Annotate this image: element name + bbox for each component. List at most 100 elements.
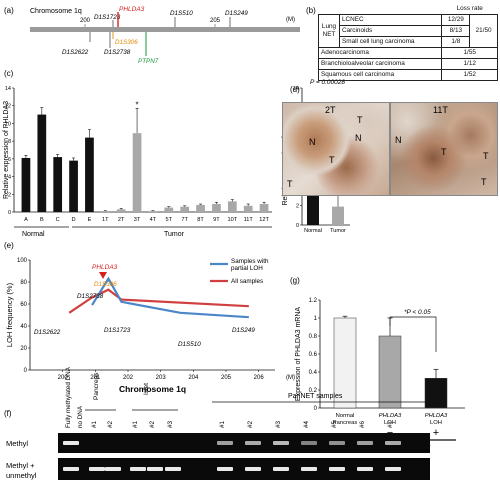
c-left-ytick: 6: [8, 157, 11, 163]
gel-lane-label: #4: [303, 420, 310, 428]
gel-group-pancreas: Pancreas: [93, 372, 100, 400]
c-left-xtick: 3T: [134, 217, 141, 223]
lung-net-group: Lung NET: [318, 14, 340, 48]
loss-rate-table: Loss rate Lung NET LCNEC 12/29 21/50 Carc…: [317, 4, 498, 81]
e-xtick: 205: [221, 375, 232, 381]
c-right-ytick: 14: [293, 86, 299, 92]
panel-label-f: (f): [4, 409, 12, 418]
g-ytick: 0.8: [309, 334, 318, 340]
c-left-xtick: B: [40, 217, 44, 223]
e-xtick: 204: [188, 375, 199, 381]
gel-band-total: [273, 467, 289, 471]
c-left-xtick: 12T: [259, 217, 269, 223]
e-legend-partial: Samples with: [231, 258, 269, 265]
c-left-xtick: A: [24, 217, 28, 223]
c-left-xtick: D: [72, 217, 76, 223]
marker-D1S1723: D1S1723: [94, 14, 121, 21]
c-left-xtick: 2T: [118, 217, 125, 223]
c-left-ytick: 12: [5, 104, 11, 110]
c-left-bar: [116, 209, 126, 212]
group-label-tumor: Tumor: [164, 231, 185, 238]
g-ytick: 0.2: [309, 388, 318, 394]
chart-phlda3-mrna: 0 0.2 0.4 0.6 0.8 1 1.2 Expression of PHLDA3 mR…: [295, 298, 465, 453]
e-annot-point: D1S510: [178, 341, 201, 348]
e-xtick: 201: [90, 375, 101, 381]
svg-text:LOH: LOH: [430, 420, 442, 426]
e-annot-marker: D1S306: [94, 281, 117, 288]
gel-band-methyl: [63, 441, 79, 445]
g-cat-pancreas: Pancreas: [333, 420, 358, 426]
gel-band-methyl: [329, 441, 345, 445]
row-adenocarcinoma: Adenocarcinoma: [317, 47, 443, 59]
gel-band-total: [130, 467, 146, 471]
c-left-ytick: 2: [8, 192, 11, 198]
gel-band-total: [147, 467, 163, 471]
c-left-xtick: 9T: [213, 217, 220, 223]
chromosome-title: Chromosome 1q: [30, 8, 82, 15]
chart-loh-frequency: 0 20 40 60 80 100 200 201 202 203 204 205 206 (M) Chro…: [5, 258, 295, 394]
row-carcinoids: Carcinoids: [338, 25, 443, 37]
gel-band-methyl: [217, 441, 233, 445]
gel-methyl: [58, 433, 430, 453]
tick-200: 200: [80, 18, 91, 24]
c-left-xtick: 5T: [166, 217, 173, 223]
e-series-partial-loh: [91, 276, 249, 319]
g-cat-normal: Normal: [336, 413, 355, 419]
c-left-bar: [37, 114, 47, 212]
c-left-ytick: 8: [8, 139, 11, 145]
gel-band-total: [385, 467, 401, 471]
c-left-bar: [21, 157, 31, 212]
svg-text:+: +: [433, 427, 439, 439]
gel-band-total: [105, 467, 121, 471]
e-xlabel: Chromosome 1q: [119, 384, 186, 394]
e-ytick: 0: [24, 368, 28, 374]
gel-row-methyl-unmethyl-2: unmethyl: [6, 471, 37, 480]
gel-band-total: [217, 467, 233, 471]
micrograph-2T-title: 2T: [325, 105, 336, 115]
loss-rate-header: Loss rate: [456, 5, 483, 12]
gel-group-pannet: PanNET samples: [288, 393, 343, 400]
gel-band-methyl: [385, 441, 401, 445]
gel-lane-label: #3: [275, 420, 282, 428]
row-squamous: Squamous cell carcinoma: [317, 69, 443, 81]
c-right-xtick: Normal: [304, 228, 322, 234]
gel-band-methyl: [245, 441, 261, 445]
c-left-bar: [148, 211, 158, 212]
e-xtick: 202: [123, 375, 134, 381]
c-left-bar: [196, 204, 205, 212]
c-left-bar: [85, 137, 94, 212]
g-sig-bracket: [389, 316, 437, 352]
gel-band-total: [357, 467, 373, 471]
c-left-xtick: 1T: [102, 217, 109, 223]
e-xtick: 206: [254, 375, 265, 381]
gel-lane-label: #1: [132, 420, 139, 428]
e-annot-point: D1S249: [232, 327, 255, 334]
gel-band-methyl: [273, 441, 289, 445]
gel-lane-label: Fully methylated DNA: [65, 366, 72, 428]
marker-D1S2738: D1S2738: [104, 49, 131, 56]
net-total: 21/50: [469, 14, 498, 48]
g-bar: [378, 335, 402, 409]
gel-lane-label: #7: [387, 420, 394, 428]
g-cat-loh-pos: PHLDA3: [425, 413, 448, 419]
marker-PHLDA3: PHLDA3: [119, 6, 145, 13]
marker-D1S510: D1S510: [170, 10, 193, 17]
gel-methyl-unmethyl: [58, 458, 430, 480]
e-legend-all: All samples: [231, 278, 263, 285]
gel-lane-label: #2: [247, 420, 254, 428]
gel-band-methyl: [357, 441, 373, 445]
c-left-ytick: 0: [8, 210, 11, 216]
e-ytick: 40: [20, 324, 27, 330]
gel-band-methyl: [301, 441, 317, 445]
c-left-xtick: 10T: [227, 217, 237, 223]
tick-205: 205: [210, 18, 221, 24]
c-left-xtick: C: [56, 217, 60, 223]
e-ytick: 100: [17, 258, 28, 264]
gel-lane-label: #3: [167, 420, 174, 428]
c-left-xtick: 7T: [181, 217, 188, 223]
gel-lane-label: #2: [107, 420, 114, 428]
c-left-bar: [180, 206, 190, 212]
panel-label-a: (a): [4, 6, 14, 15]
c-left-xtick: 11T: [244, 217, 254, 223]
e-ylabel: LOH frequency (%): [5, 282, 14, 347]
